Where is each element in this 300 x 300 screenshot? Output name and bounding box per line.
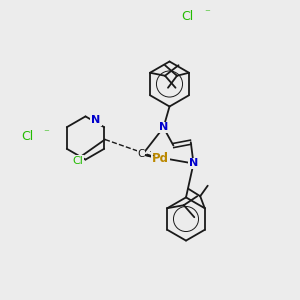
Text: N: N bbox=[92, 115, 100, 125]
Text: Cl: Cl bbox=[21, 130, 33, 143]
Text: Cl: Cl bbox=[73, 155, 83, 166]
Text: ⁻: ⁻ bbox=[44, 128, 50, 139]
Text: C: C bbox=[137, 148, 145, 159]
Text: N: N bbox=[189, 158, 198, 169]
Text: Pd: Pd bbox=[152, 152, 169, 166]
Text: N: N bbox=[159, 122, 168, 133]
Text: ⁻: ⁻ bbox=[204, 8, 210, 19]
Text: Cl: Cl bbox=[182, 10, 194, 23]
Text: :.: :. bbox=[149, 149, 155, 158]
